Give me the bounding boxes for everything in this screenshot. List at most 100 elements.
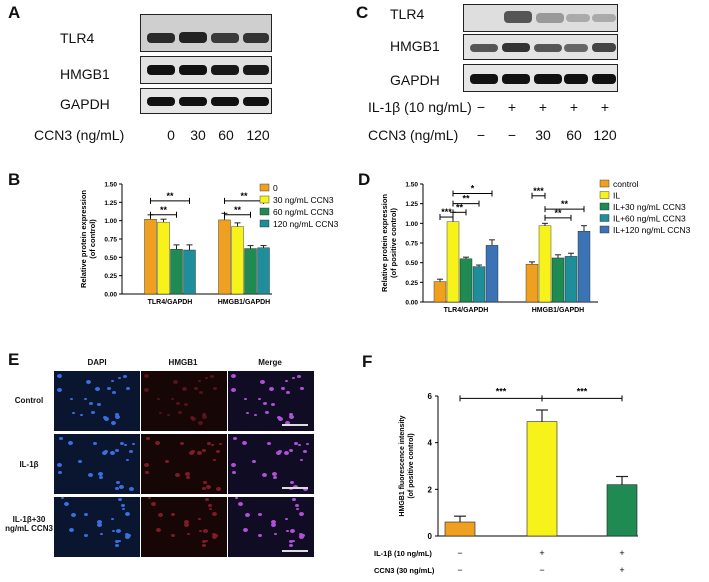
significance-label: ** <box>240 191 248 201</box>
panel-letter-f: F <box>362 352 373 371</box>
condition-value-c-ccn3-3: 60 <box>566 127 582 143</box>
micro-col-dapi: DAPI <box>87 358 107 367</box>
legend-swatch <box>259 183 270 192</box>
bar-chart-b-0-3 <box>183 249 196 295</box>
y-tick-label: 0 <box>428 532 433 541</box>
panel-letter-d: D <box>358 170 371 189</box>
condition-value-a-3: 120 <box>246 127 270 143</box>
condition-value-c-il-4: + <box>600 99 610 115</box>
legend-label: 60 ng/mL CCN3 <box>273 207 334 217</box>
chart-d-protein-expression: 0.00 0.25 0.50 0.75 1.00 1.25 1.50 Relative pro… <box>380 179 691 314</box>
bar-chart-d-0-3 <box>472 266 486 303</box>
blot-label-tlr4-c: TLR4 <box>390 6 425 22</box>
y-tick-label: 0.50 <box>104 255 117 262</box>
condition-value-c-ccn3-1: − <box>507 127 517 143</box>
micro-row-control: Control <box>14 396 44 405</box>
y-tick-label: 0.00 <box>104 292 117 299</box>
legend-label: IL <box>613 191 620 201</box>
micrograph-merge-row2 <box>228 497 314 557</box>
bar-f-1 <box>526 421 558 537</box>
y-axis-label: (of positive control) <box>408 433 415 498</box>
bar-chart-b-1-1 <box>231 226 244 295</box>
significance-label: ** <box>561 199 569 209</box>
condition-value-f: − <box>457 565 462 575</box>
scale-bar <box>282 487 308 489</box>
legend-swatch <box>599 202 610 211</box>
bar-chart-d-0-0 <box>433 281 447 303</box>
legend-swatch <box>599 179 610 188</box>
western-blot-gapdh-a <box>140 88 272 114</box>
micro-row-il1b: IL-1β <box>19 460 39 469</box>
x-tick-label: HMGB1/GAPDH <box>218 299 271 306</box>
y-tick-label: 2 <box>428 485 433 494</box>
x-tick-label: HMGB1/GAPDH <box>532 307 585 314</box>
western-blot-tlr4-c <box>463 4 618 32</box>
scale-bar <box>282 550 308 552</box>
legend-swatch <box>259 219 270 228</box>
condition-value-f: + <box>619 548 624 558</box>
micro-row-il1b-ccn3: IL-1β+30 ng/mL CCN3 <box>5 515 53 533</box>
bar-chart-b-0-0 <box>144 219 157 295</box>
y-tick-label: 4 <box>428 439 433 448</box>
significance-label: *** <box>496 386 507 396</box>
blot-label-gapdh-a: GAPDH <box>60 96 110 112</box>
legend-swatch <box>259 195 270 204</box>
western-blot-hmgb1-a <box>140 56 272 84</box>
significance-label: * <box>471 183 475 193</box>
micrograph-merge-row0 <box>228 371 314 431</box>
micrograph-merge-row1 <box>228 434 314 494</box>
micrograph-hmgb1-row1 <box>141 434 227 494</box>
micro-col-merge: Merge <box>258 358 282 367</box>
condition-value-c-il-3: + <box>569 99 579 115</box>
bar-chart-d-1-2 <box>551 257 565 303</box>
micro-col-hmgb1: HMGB1 <box>168 358 198 367</box>
micrograph-dapi-row2 <box>54 497 140 557</box>
y-tick-label: 1.25 <box>405 201 418 208</box>
y-tick-label: 0.00 <box>405 300 418 307</box>
y-tick-label: 1.50 <box>405 182 418 189</box>
micrograph-dapi-row1 <box>54 434 140 494</box>
legend-label: 0 <box>273 183 278 193</box>
significance-label: ** <box>160 205 168 215</box>
western-blot-hmgb1-c <box>463 34 618 60</box>
significance-label: ** <box>462 194 470 204</box>
condition-value-c-il-2: + <box>538 99 548 115</box>
legend-label: IL+120 ng/mL CCN3 <box>613 225 691 235</box>
legend-label: IL+30 ng/mL CCN3 <box>613 202 686 212</box>
y-axis-label: (of control) <box>88 219 97 259</box>
significance-label: ** <box>234 205 242 215</box>
y-tick-label: 1.50 <box>104 182 117 189</box>
condition-label-a: CCN3 (ng/mL) <box>34 127 125 143</box>
panel-letter-e: E <box>8 350 20 369</box>
bar-chart-d-1-0 <box>525 264 539 303</box>
legend-swatch <box>259 207 270 216</box>
legend-label: IL+60 ng/mL CCN3 <box>613 214 686 224</box>
condition-value-f: − <box>539 565 544 575</box>
legend-swatch <box>599 214 610 222</box>
blot-label-tlr4-a: TLR4 <box>60 30 95 46</box>
bar-chart-d-0-2 <box>459 258 473 303</box>
y-axis-label: HMGB1 fluorescence intensity <box>399 415 406 516</box>
legend-label: 120 ng/mL CCN3 <box>273 219 339 229</box>
y-tick-label: 1.25 <box>104 200 117 207</box>
condition-value-a-1: 30 <box>190 127 206 143</box>
micrograph-hmgb1-row2 <box>141 497 227 557</box>
micrograph-dapi-row0 <box>54 371 140 431</box>
condition-value-f: + <box>539 548 544 558</box>
significance-label: ** <box>456 202 464 212</box>
significance-label: *** <box>533 186 544 196</box>
significance-label: *** <box>577 386 588 396</box>
western-blot-tlr4-a <box>140 14 272 52</box>
blot-label-hmgb1-c: HMGB1 <box>390 38 440 54</box>
bar-chart-b-0-1 <box>157 221 170 295</box>
blot-label-gapdh-c: GAPDH <box>390 72 440 88</box>
y-axis-label: Relative protein expression <box>79 190 88 288</box>
bar-chart-d-0-1 <box>446 221 460 303</box>
condition-value-a-2: 60 <box>218 127 234 143</box>
condition-value-c-ccn3-2: 30 <box>535 127 551 143</box>
legend-swatch <box>599 225 610 234</box>
bar-f-2 <box>606 484 638 537</box>
condition-value-f: + <box>619 565 624 575</box>
y-tick-label: 0.75 <box>104 237 117 244</box>
condition-value-c-il-0: − <box>476 99 486 115</box>
